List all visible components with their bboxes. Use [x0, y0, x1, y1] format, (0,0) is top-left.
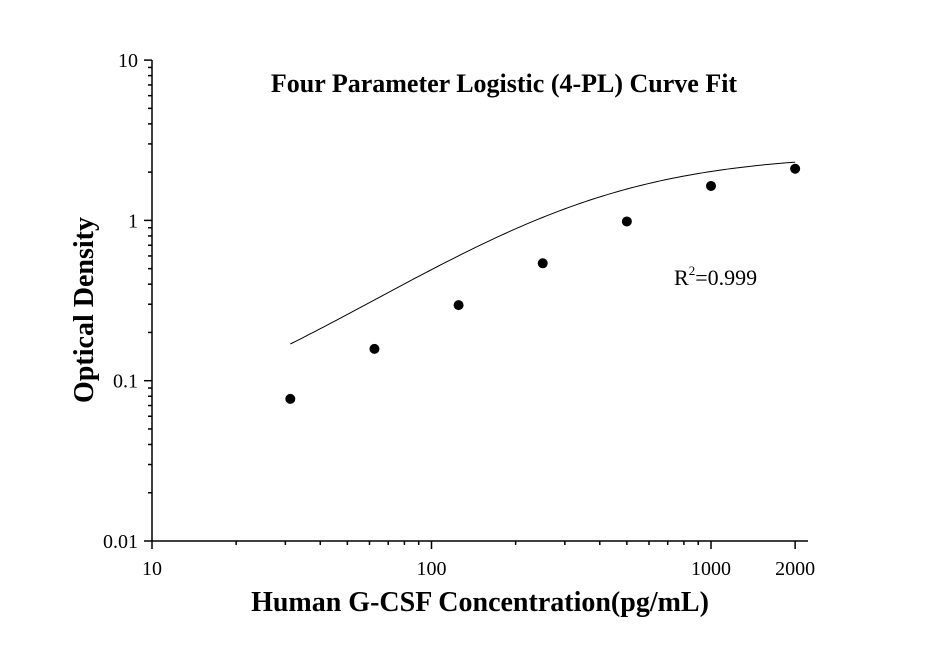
y-tick-label: 0.01 [103, 531, 138, 553]
r-squared-r: R [674, 265, 689, 290]
x-tick-label: 10 [142, 558, 162, 580]
data-point [537, 258, 548, 269]
data-point [621, 216, 632, 227]
y-tick-label: 0.1 [113, 371, 138, 393]
data-point [706, 180, 716, 191]
data-point [369, 343, 380, 354]
y-axis-label: Optical Density [69, 217, 100, 403]
r-squared-superscript: 2 [689, 263, 696, 278]
data-point [285, 393, 296, 404]
x-ticks: 10 100 1000 2000 [142, 541, 815, 580]
fit-curve [290, 161, 796, 345]
x-tick-label: 1000 [691, 558, 731, 580]
data-points [285, 163, 801, 404]
y-ticks: 0.01 0.1 1 10 [103, 50, 152, 553]
y-tick-label: 1 [128, 210, 138, 232]
chart-title: Four Parameter Logistic (4-PL) Curve Fit [271, 69, 738, 98]
data-point [790, 163, 801, 174]
r-squared-annotation: R2=0.999 [674, 263, 757, 290]
data-point [453, 300, 464, 311]
x-tick-label: 2000 [775, 558, 815, 580]
y-tick-label: 10 [118, 50, 138, 72]
r-squared-value: =0.999 [695, 265, 757, 290]
x-tick-label: 100 [417, 558, 447, 580]
x-axis-label: Human G-CSF Concentration(pg/mL) [251, 587, 709, 618]
axes [151, 60, 808, 542]
